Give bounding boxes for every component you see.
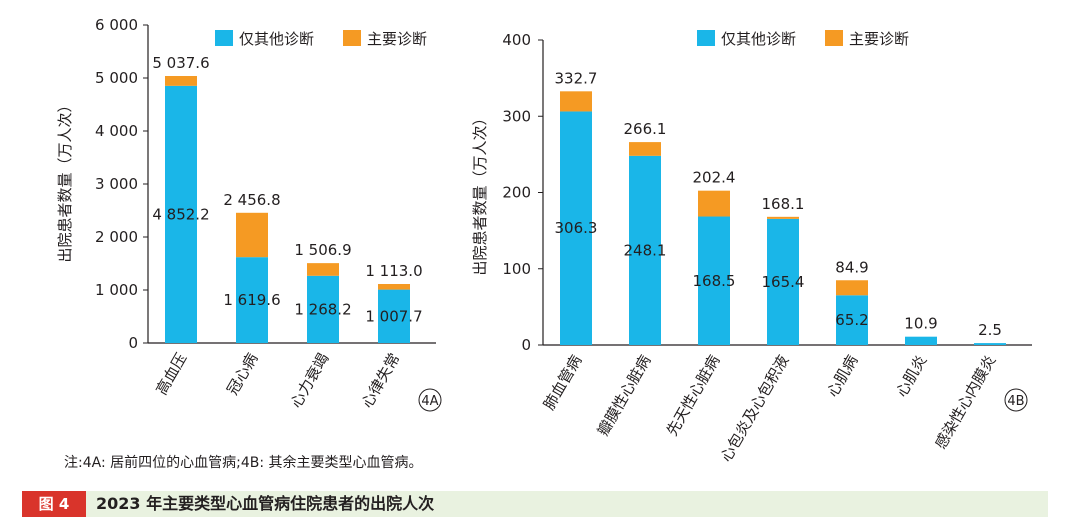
panel-4a-total-label-4: 1 113.0: [365, 262, 422, 280]
panel-4a-bar-main-4: [378, 284, 410, 290]
panel-4b-y-tick-label: 0: [521, 336, 531, 354]
panel-4b-bar-other-5: [836, 295, 868, 345]
panel-4b-y-tick-label: 400: [502, 31, 531, 49]
panel-4b-category-label-3: 先天性心脏病: [663, 352, 724, 439]
panel-4b-bar-other-1: [560, 111, 592, 345]
panel-4b-total-label-5: 84.9: [835, 258, 868, 276]
panel-4b-total-label-2: 266.1: [624, 120, 667, 138]
panel-4a-legend-label-other: 仅其他诊断: [239, 30, 314, 48]
figure-label: 图 4: [22, 491, 86, 517]
panel-4a-panel-label-circle: [418, 388, 442, 412]
panel-4b-category-label-6: 心肌炎: [892, 352, 930, 400]
panel-4a-inner-label-3: 1 268.2: [294, 300, 351, 318]
panel-4b-category-label-4: 心包炎及心包积液: [717, 352, 793, 465]
panel-4b-bar-main-1: [560, 91, 592, 112]
panel-4b-bar-other-6: [905, 336, 937, 345]
panel-4a-bar-other-4: [378, 289, 410, 343]
panel-4a-bar-other-3: [307, 275, 339, 343]
panel-4a-bar-other-2: [236, 257, 268, 343]
panel-4a-inner-label-1: 4 852.2: [152, 205, 209, 223]
panel-4b-category-label-1: 肺血管病: [540, 352, 586, 413]
panel-4b-legend-swatch-main: [825, 30, 843, 46]
panel-4a-inner-label-4: 1 007.7: [365, 307, 422, 325]
panel-4b-legend-label-other: 仅其他诊断: [721, 30, 796, 48]
panel-4a-total-label-2: 2 456.8: [223, 191, 280, 209]
panel-4a-category-label-3: 心力衰竭: [287, 350, 333, 411]
panel-4b-category-label-2: 瓣膜性心脏病: [594, 352, 655, 439]
panel-4b-legend-swatch-other: [697, 30, 715, 46]
panel-4b-y-axis-label: 出院患者数量（万人次）: [471, 110, 489, 275]
panel-4a-legend-swatch-other: [215, 30, 233, 46]
panel-4b-bar-other-4: [767, 218, 799, 345]
panel-4a-category-label-2: 冠心病: [223, 350, 261, 398]
panel-4b-total-label-6: 10.9: [904, 315, 937, 333]
panel-4a-total-label-3: 1 506.9: [294, 241, 351, 259]
panel-4a-legend-label-main: 主要诊断: [367, 30, 427, 48]
panel-4a-y-tick-label: 3 000: [95, 175, 138, 193]
panel-4b-panel-label: 4B: [1007, 394, 1024, 409]
panel-4b-y-tick-label: 100: [502, 260, 531, 278]
panel-4b-category-label-5: 心肌病: [823, 352, 861, 400]
panel-4b-total-label-4: 168.1: [762, 195, 805, 213]
panel-4a-inner-label-2: 1 619.6: [223, 291, 280, 309]
panel-4b-bar-other-3: [698, 216, 730, 345]
panel-4b-bar-main-2: [629, 142, 661, 156]
panel-4a-y-tick-label: 2 000: [95, 228, 138, 246]
panel-4a-category-label-4: 心律失常: [358, 350, 404, 411]
panel-4b-total-label-3: 202.4: [693, 169, 736, 187]
panel-4a-total-label-1: 5 037.6: [152, 54, 209, 72]
panel-4b-inner-label-2: 248.1: [624, 241, 667, 259]
panel-4a-y-tick-label: 6 000: [95, 16, 138, 34]
panel-4b-inner-label-3: 168.5: [693, 272, 736, 290]
panel-4a-bar-other-1: [165, 85, 197, 343]
panel-4b-bar-main-3: [698, 190, 730, 217]
panel-4a-bar-main-3: [307, 263, 339, 276]
panel-4b-bar-main-5: [836, 280, 868, 296]
figure-caption-bar: 图 4 2023 年主要类型心血管病住院患者的出院人次: [22, 491, 1048, 517]
panel-4a-y-axis-label: 出院患者数量（万人次）: [56, 97, 74, 262]
panel-4b-y-tick-label: 200: [502, 184, 531, 202]
panel-4b-total-label-7: 2.5: [978, 321, 1002, 339]
panel-4a-legend-swatch-main: [343, 30, 361, 46]
panel-4a-panel-label: 4A: [421, 394, 438, 409]
figure-title: 2023 年主要类型心血管病住院患者的出院人次: [96, 494, 435, 513]
panel-4b-inner-label-4: 165.4: [762, 273, 805, 291]
panel-4b-legend-label-main: 主要诊断: [849, 30, 909, 48]
panel-4a-bar-main-2: [236, 212, 268, 258]
panel-4a-y-tick-label: 1 000: [95, 281, 138, 299]
panel-4b-inner-label-5: 65.2: [835, 311, 868, 329]
panel-4a-y-tick-label: 5 000: [95, 69, 138, 87]
panel-4b-bar-other-2: [629, 155, 661, 345]
panel-4b-bar-main-4: [767, 216, 799, 219]
panel-4a-category-label-1: 高血压: [152, 350, 190, 398]
panel-4b-total-label-1: 332.7: [555, 69, 598, 87]
panel-4a-y-tick-label: 4 000: [95, 122, 138, 140]
panel-4b-panel-label-circle: [1004, 388, 1028, 412]
panel-4b-inner-label-1: 306.3: [555, 219, 598, 237]
chart-note: 注:4A: 居前四位的心血管病;4B: 其余主要类型心血管病。: [64, 455, 423, 471]
panel-4b-category-label-7: 感染性心内膜炎: [931, 352, 999, 452]
panel-4a-bar-main-1: [165, 76, 197, 86]
panel-4a-y-tick-label: 0: [128, 334, 138, 352]
panel-4b-y-tick-label: 300: [502, 107, 531, 125]
panel-4b-bar-other-7: [974, 343, 1006, 345]
